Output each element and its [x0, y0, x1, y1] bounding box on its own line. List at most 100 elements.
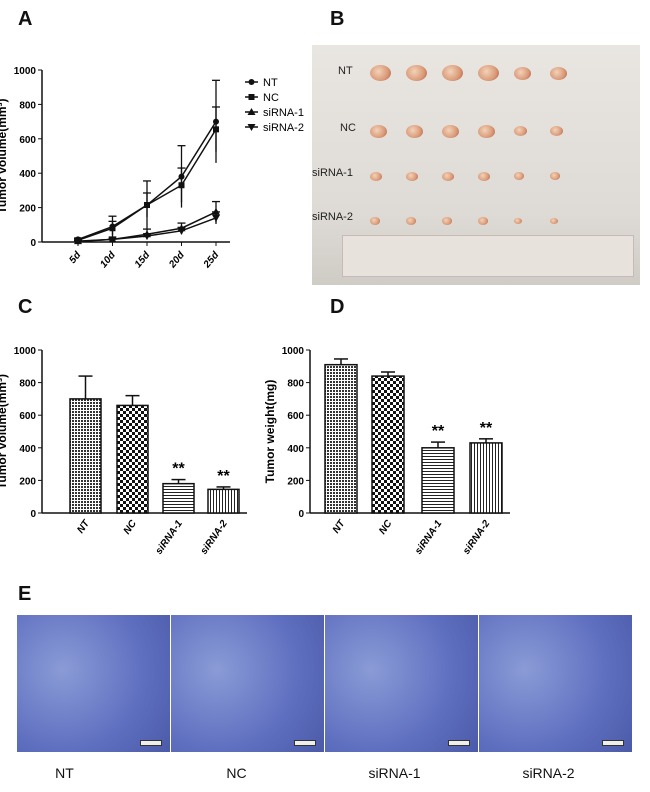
- volume-chart-bar-nc: [116, 404, 149, 514]
- series-nc-point: [178, 182, 185, 189]
- volume-chart-x-tick-label: NT: [75, 518, 92, 536]
- histology-nt: [17, 615, 170, 752]
- volume-chart-y-tick-label: 1000: [14, 346, 37, 357]
- weight-chart-x-tick-label: siRNA-2: [461, 518, 493, 557]
- volume-chart-y-tick-label: 200: [19, 476, 36, 487]
- tumor: [550, 66, 567, 80]
- volume-chart-bar-nt: [69, 398, 102, 514]
- tumor: [478, 217, 489, 225]
- weight-chart-y-tick-label: 800: [287, 379, 304, 390]
- series-nc-point: [144, 202, 150, 209]
- panel-label-a: A: [18, 8, 33, 30]
- weight-chart-significance: **: [432, 423, 445, 440]
- panel-label-e: E: [18, 583, 32, 605]
- series-sirna-2-point: [143, 232, 151, 240]
- series-sirna-2-point: [108, 236, 117, 244]
- line-chart-y-tick-label: 0: [30, 238, 36, 249]
- ruler: [342, 235, 634, 277]
- line-chart-y-tick-label: 1000: [14, 66, 37, 77]
- volume-chart-y-tick-label: 400: [19, 444, 36, 455]
- series-sirna-2-point: [74, 238, 82, 246]
- volume-chart-y-tick-label: 0: [30, 509, 36, 520]
- tumor: [370, 124, 387, 138]
- weight-chart-x-tick-label: siRNA-1: [413, 518, 445, 557]
- histology-sirna2: [479, 615, 632, 752]
- legend-marker: [248, 94, 255, 100]
- photo-label-sirna1: siRNA-1: [312, 167, 353, 179]
- scale-bar: [602, 740, 624, 746]
- volume-chart-x-tick-label: siRNA-2: [199, 518, 231, 557]
- tumor: [370, 217, 381, 225]
- weight-chart-y-label: Tumor weight(mg): [263, 380, 277, 484]
- weight-chart-y-tick-label: 600: [287, 411, 304, 422]
- volume-chart-significance: **: [217, 468, 230, 485]
- legend-label: NC: [263, 92, 279, 104]
- tumor: [478, 171, 490, 181]
- weight-chart-y-tick-label: 200: [287, 476, 304, 487]
- series-nc-point: [213, 126, 219, 133]
- tumor: [514, 126, 527, 136]
- tumor: [406, 124, 423, 138]
- volume-chart-x-tick-label: NC: [122, 518, 140, 537]
- x-tick-label: 10d: [98, 249, 118, 270]
- scale-bar: [140, 740, 162, 746]
- volume-chart-bar-sirna-1: [162, 482, 195, 514]
- histology-label-sirna1: siRNA-1: [368, 765, 421, 781]
- x-tick-label: 20d: [167, 249, 188, 271]
- line-chart-y-label: Tumor volume(mm³): [0, 98, 9, 213]
- weight-chart-bar-sirna-1: [421, 447, 455, 514]
- line-chart-y-tick-label: 400: [19, 169, 36, 180]
- series-nc-point: [109, 225, 116, 232]
- weight-chart-y-tick-label: 0: [298, 509, 304, 520]
- line-chart-y-tick-label: 800: [19, 100, 36, 111]
- volume-chart-x-tick-label: siRNA-1: [154, 518, 186, 557]
- panel-label-c: C: [18, 296, 33, 318]
- histology-label-sirna2: siRNA-2: [522, 765, 575, 781]
- tumor: [406, 171, 418, 181]
- tumor: [550, 217, 559, 225]
- histology-sirna1: [325, 615, 478, 752]
- weight-chart-bar-sirna-2: [469, 442, 503, 514]
- histology-nc: [171, 615, 324, 752]
- scale-bar: [294, 740, 316, 746]
- tumor: [514, 217, 523, 225]
- tumor: [442, 124, 459, 138]
- histology-label-nt: NT: [55, 765, 74, 781]
- tumor: [478, 124, 495, 138]
- photo-label-nc: NC: [340, 122, 356, 134]
- weight-chart-y-tick-label: 1000: [282, 346, 305, 357]
- legend-marker: [248, 79, 255, 85]
- weight-chart-y-tick-label: 400: [287, 444, 304, 455]
- legend-label: NT: [263, 77, 278, 89]
- tumor-photo: NT NC siRNA-1 siRNA-2: [312, 45, 640, 285]
- histology-label-nc: NC: [226, 765, 247, 781]
- photo-label-sirna2: siRNA-2: [312, 211, 353, 223]
- volume-chart-y-label: Tumor volume(mm³): [0, 374, 9, 489]
- x-tick-label: 25d: [201, 249, 222, 271]
- weight-chart-x-tick-label: NT: [331, 518, 348, 536]
- tumor: [442, 217, 453, 225]
- photo-label-nt: NT: [338, 65, 353, 77]
- series-sirna-2-point: [177, 227, 186, 235]
- volume-chart-y-tick-label: 600: [19, 411, 36, 422]
- scale-bar: [448, 740, 470, 746]
- legend-marker: [247, 124, 256, 131]
- volume-chart-significance: **: [172, 461, 185, 478]
- legend-label: siRNA-1: [263, 107, 304, 119]
- legend-marker: [247, 108, 256, 115]
- weight-chart-bar-nc: [371, 375, 405, 514]
- x-tick-label: 15d: [133, 249, 153, 270]
- tumor: [478, 65, 499, 81]
- volume-chart-y-tick-label: 800: [19, 379, 36, 390]
- tumor: [514, 66, 531, 80]
- tumor: [442, 65, 463, 81]
- panel-label-b: B: [330, 8, 345, 30]
- volume-chart-bar-sirna-2: [207, 488, 240, 514]
- weight-chart-bar-nt: [324, 363, 358, 514]
- weight-chart-x-tick-label: NC: [377, 518, 395, 537]
- tumor: [514, 172, 524, 180]
- tumor: [406, 65, 427, 81]
- tumor: [442, 171, 454, 181]
- line-chart-y-tick-label: 600: [19, 135, 36, 146]
